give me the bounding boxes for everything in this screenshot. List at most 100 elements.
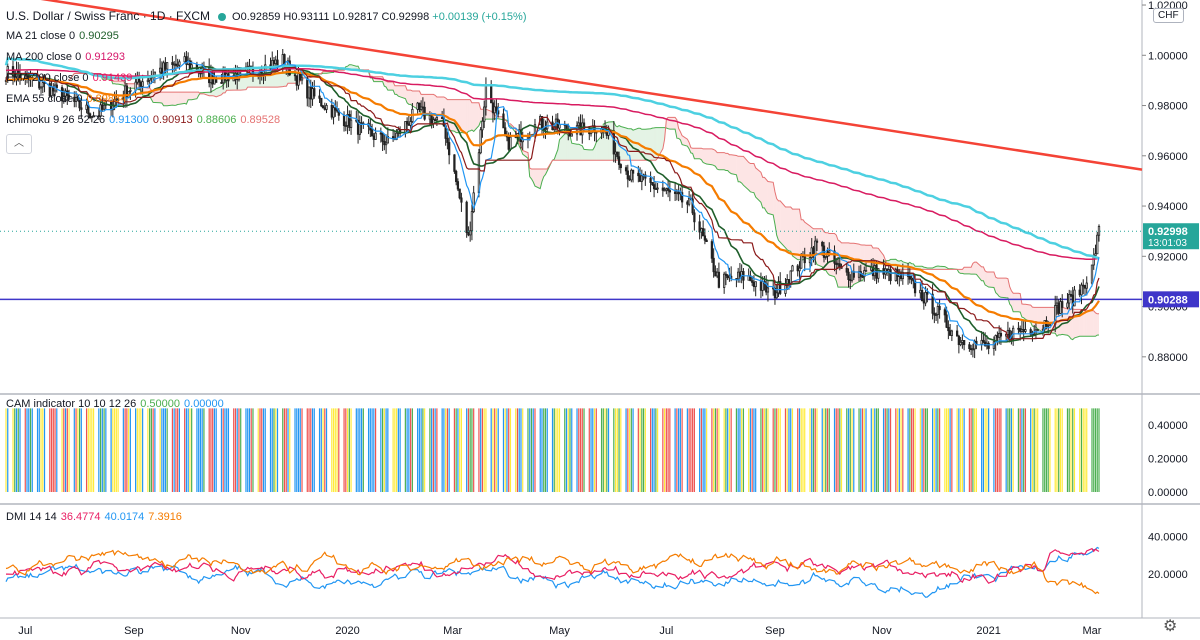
collapse-legend-button[interactable]: ︿ xyxy=(6,134,32,154)
candle-body xyxy=(673,191,677,194)
candle-body xyxy=(908,275,911,280)
candle-body xyxy=(311,88,314,100)
candle-body xyxy=(815,240,819,243)
candle-body xyxy=(122,97,125,100)
cloud-segment xyxy=(130,83,136,89)
legend-row[interactable]: EMA 200 close 0 0.91439 xyxy=(6,72,132,85)
candle-body xyxy=(833,250,836,264)
cam-tick-label: 0.20000 xyxy=(1148,454,1188,466)
cloud-segment xyxy=(741,156,744,186)
candle-body xyxy=(455,171,458,183)
candle-body xyxy=(644,174,647,179)
cloud-segment xyxy=(114,81,117,85)
candle-body xyxy=(11,66,15,77)
cloud-segment xyxy=(750,163,753,193)
cloud-segment xyxy=(577,144,579,161)
cloud-segment xyxy=(816,228,823,267)
candle-body xyxy=(624,167,628,172)
legend-row[interactable]: CAM indicator 10 10 12 26 0.50000 0.00000 xyxy=(6,398,224,411)
candle-body xyxy=(1022,329,1025,332)
price-tag-text: 0.90288 xyxy=(1148,294,1188,306)
cloud-segment xyxy=(161,92,164,106)
candle-body xyxy=(116,98,120,101)
candle-body xyxy=(370,129,374,137)
candle-body xyxy=(998,332,1001,338)
candle-body xyxy=(724,273,728,276)
candle-body xyxy=(710,241,714,259)
price-tick-label: 0.88000 xyxy=(1148,352,1188,364)
cloud-segment xyxy=(412,90,418,110)
candle-body xyxy=(1048,323,1052,326)
legend-row[interactable]: Ichimoku 9 26 52 26 0.91300 0.90913 0.88606… xyxy=(6,114,280,127)
candle-body xyxy=(957,335,961,346)
cloud-segment xyxy=(706,148,712,165)
candle-body xyxy=(306,77,309,99)
candle-body xyxy=(1036,329,1039,332)
cloud-segment xyxy=(724,152,726,171)
candle-body xyxy=(1061,301,1064,308)
candle-body xyxy=(969,348,973,351)
time-tick-label: May xyxy=(549,625,570,637)
cloud-segment xyxy=(1006,278,1008,298)
candle-body xyxy=(789,270,792,284)
candle-body xyxy=(712,257,715,273)
candle-body xyxy=(1096,234,1099,255)
candle-body xyxy=(971,348,975,351)
candle-body xyxy=(656,187,659,190)
cloud-segment xyxy=(400,85,406,99)
cloud-segment xyxy=(773,182,775,225)
currency-label[interactable]: CHF xyxy=(1153,8,1184,23)
candle-body xyxy=(1083,284,1087,289)
candle-body xyxy=(276,59,279,67)
cloud-segment xyxy=(209,92,211,96)
candle-body xyxy=(1024,329,1027,332)
gear-icon[interactable]: ⚙ xyxy=(1163,618,1178,635)
legend-row[interactable]: MA 21 close 0 0.90295 xyxy=(6,30,119,43)
cloud-segment xyxy=(988,272,994,288)
candle-body xyxy=(74,97,78,102)
cloud-segment xyxy=(738,156,740,182)
candle-body xyxy=(405,121,409,125)
cloud-segment xyxy=(564,133,567,161)
price-tick-label: 0.98000 xyxy=(1148,101,1188,113)
candle-body xyxy=(141,81,144,87)
legend-row[interactable]: MA 200 close 0 0.91293 xyxy=(6,51,125,64)
legend-row[interactable]: EMA 55 close 0 0.89884 xyxy=(6,93,126,106)
dmi-plus-line xyxy=(5,546,1100,598)
cloud-segment xyxy=(228,78,234,91)
candle-body xyxy=(934,314,938,316)
time-tick-label: Nov xyxy=(231,625,251,637)
cloud-segment xyxy=(449,99,455,132)
candle-body xyxy=(1059,301,1062,314)
cloud-segment xyxy=(559,133,565,161)
candle-body xyxy=(796,265,799,272)
candle-body xyxy=(582,122,586,130)
candle-body xyxy=(384,142,388,146)
candle-body xyxy=(761,280,764,291)
candle-body xyxy=(1078,289,1081,296)
candle-body xyxy=(274,59,277,65)
cloud-segment xyxy=(277,73,283,88)
legend-value: 36.4774 xyxy=(60,511,101,523)
cloud-segment xyxy=(174,92,176,106)
cloud-segment xyxy=(999,278,1001,298)
cloud-segment xyxy=(1093,310,1096,337)
candle-body xyxy=(814,240,817,256)
candle-body xyxy=(421,106,425,109)
candle-body xyxy=(922,300,925,304)
candle-body xyxy=(661,187,664,191)
candle-body xyxy=(779,281,782,294)
candle-body xyxy=(293,74,297,77)
candle-body xyxy=(409,121,412,126)
cloud-segment xyxy=(591,149,593,161)
candle-body xyxy=(460,197,463,203)
cloud-segment xyxy=(273,71,276,88)
candle-body xyxy=(973,340,976,350)
legend-row[interactable]: DMI 14 14 36.4774 40.0174 7.3916 xyxy=(6,511,182,524)
candle-body xyxy=(272,60,276,65)
candle-body xyxy=(612,130,615,155)
time-tick-label: Nov xyxy=(872,625,892,637)
cloud-segment xyxy=(436,97,443,125)
cloud-segment xyxy=(408,90,411,105)
